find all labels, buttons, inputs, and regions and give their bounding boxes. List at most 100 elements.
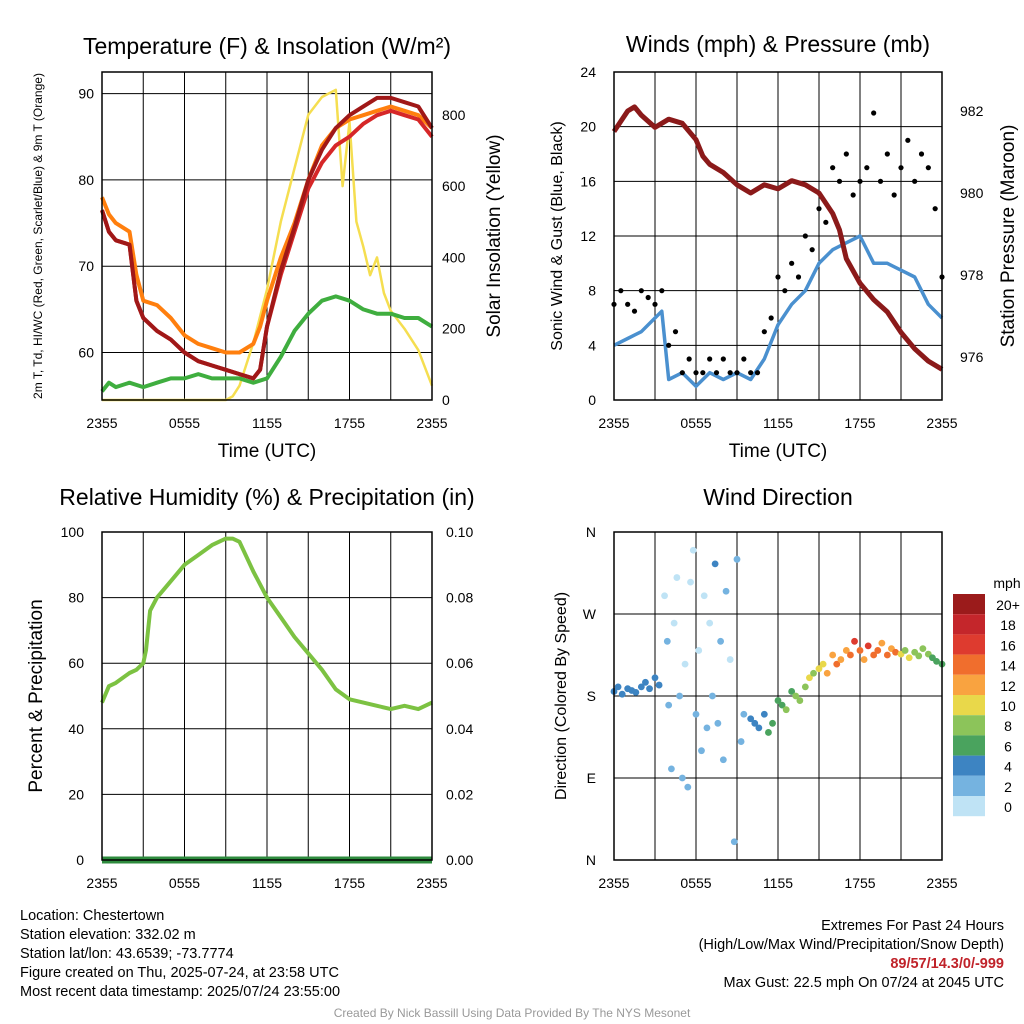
gust-point (748, 370, 754, 376)
legend-swatch (953, 654, 985, 675)
y-tick-label: 60 (78, 345, 94, 361)
direction-point (637, 683, 645, 691)
direction-point (717, 637, 724, 645)
gust-point (645, 294, 651, 301)
x-tick-label: 1755 (334, 415, 365, 431)
station-elevation: Station elevation: 332.02 m (20, 927, 196, 943)
direction-point (837, 656, 845, 663)
x-tick-label: 0555 (680, 875, 711, 891)
legend-swatch (953, 594, 985, 615)
gust-point (843, 151, 849, 157)
recent-timestamp: Most recent data timestamp: 2025/07/24 2… (20, 984, 341, 1000)
x-tick-label: 2355 (416, 875, 447, 891)
max-gust: Max Gust: 22.5 mph On 07/24 at 2045 UTC (723, 975, 1004, 991)
gust-point (672, 329, 679, 335)
direction-point (892, 648, 899, 656)
direction-point (700, 592, 708, 600)
y2-tick-label: 978 (960, 267, 984, 283)
y-tick-label: 70 (78, 258, 94, 274)
gust-point (652, 301, 658, 307)
gust-point (850, 192, 856, 198)
panel-title: Temperature (F) & Insolation (W/m²) (83, 33, 451, 59)
direction-point (673, 574, 681, 581)
panel-title: Relative Humidity (%) & Precipitation (i… (59, 484, 474, 510)
gust-point (693, 370, 699, 376)
direction-point (747, 715, 755, 723)
direction-point (806, 674, 813, 682)
direction-point (678, 774, 686, 782)
x-tick-label: 1755 (844, 415, 875, 431)
y-tick-label: 8 (588, 283, 596, 299)
direction-point (618, 690, 626, 698)
legend-title: mph (993, 575, 1020, 591)
direction-point (730, 838, 738, 846)
x-tick-label: 1155 (252, 875, 282, 891)
direction-point (687, 578, 694, 586)
legend-label: 6 (1004, 738, 1012, 754)
y-axis-label: 2m T, Td, HI/WC (Red, Green, Scarlet/Blu… (31, 73, 45, 399)
gust-point (659, 288, 665, 294)
y-tick-label: 0 (76, 852, 84, 868)
legend-label: 20+ (996, 597, 1020, 613)
y-axis-label: Direction (Colored By Speed) (553, 592, 570, 800)
plot-frame (613, 531, 943, 861)
y-tick-label: 0 (588, 392, 596, 408)
x-tick-label: 1155 (763, 415, 793, 431)
direction-point (751, 719, 759, 727)
gust-point (761, 329, 767, 335)
direction-point (819, 660, 827, 668)
direction-point (792, 692, 800, 700)
direction-point (874, 647, 882, 654)
gust-point (898, 165, 904, 171)
direction-point (856, 647, 864, 654)
gust-point (864, 165, 870, 171)
gust-point (918, 151, 925, 157)
direction-point (833, 660, 841, 668)
x-tick-label: 2355 (86, 875, 117, 891)
direction-point (774, 697, 782, 704)
direction-point (778, 701, 786, 709)
gust-point (795, 274, 802, 280)
legend-swatch (953, 715, 985, 736)
gust-point (830, 165, 836, 171)
direction-point (651, 674, 659, 682)
gust-point (932, 206, 938, 212)
direction-point (665, 701, 673, 709)
station-latlon: Station lat/lon: 43.6539; -73.7774 (20, 946, 234, 962)
legend-label: 2 (1004, 779, 1012, 795)
direction-point (670, 619, 678, 627)
direction-point (878, 639, 886, 647)
x-tick-label: 1755 (844, 875, 875, 891)
direction-point (823, 669, 831, 677)
gust-point (625, 301, 631, 307)
y-tick-label: N (586, 524, 596, 540)
gust-point (666, 342, 672, 348)
direction-point (614, 683, 622, 691)
series-line (100, 104, 434, 355)
figure-created: Figure created on Thu, 2025-07-24, at 23… (20, 965, 339, 981)
direction-point (788, 688, 796, 695)
direction-point (740, 710, 748, 718)
legend-label: 8 (1004, 718, 1012, 734)
series-line (100, 95, 434, 381)
y2-tick-label: 600 (442, 178, 466, 194)
x-axis-label: Time (UTC) (729, 441, 828, 462)
gust-point (823, 219, 829, 225)
gust-point (631, 308, 638, 314)
direction-point (847, 651, 854, 659)
gust-point (713, 370, 720, 376)
direction-point (765, 729, 772, 736)
gust-point (905, 137, 911, 143)
y-tick-label: 4 (588, 337, 596, 353)
gust-point (618, 288, 624, 294)
gust-point (734, 370, 740, 376)
panel-title: Winds (mph) & Pressure (mb) (626, 31, 930, 57)
x-tick-label: 0555 (169, 415, 200, 431)
direction-point (782, 706, 790, 714)
wind-line (613, 234, 944, 389)
legend-swatch (953, 796, 985, 817)
direction-point (695, 647, 703, 654)
x-tick-label: 0555 (169, 875, 200, 891)
y-tick-label: 24 (580, 64, 596, 80)
legend-label: 16 (1000, 637, 1016, 653)
